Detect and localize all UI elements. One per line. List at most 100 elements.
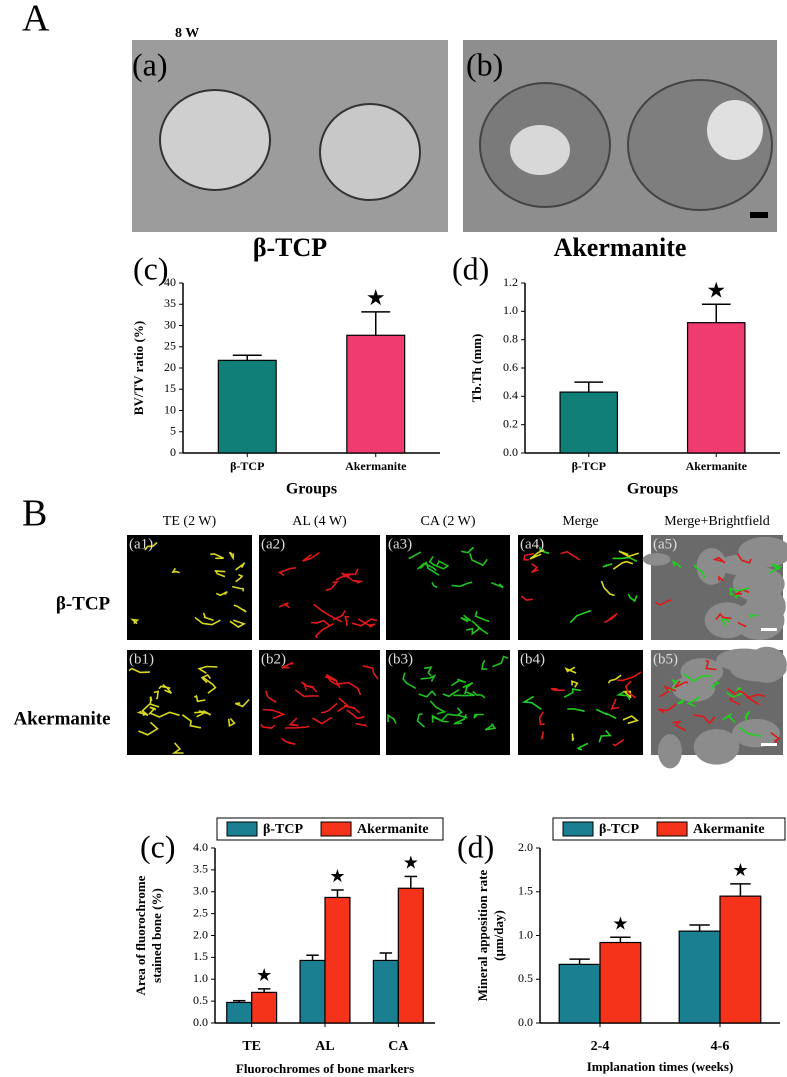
tissue: [680, 658, 724, 686]
y-axis-label: Tb.Th (mm): [469, 334, 484, 403]
fluorescence-trace: [148, 706, 157, 715]
x-axis-label: Fluorochromes of bone markers: [236, 1061, 414, 1076]
fluorescence-trace: [484, 723, 497, 731]
fluorescence-trace: [351, 618, 378, 627]
fluorescence-trace: [202, 612, 214, 621]
fluorescence-trace: [362, 665, 379, 680]
image-label: (a5): [653, 536, 677, 552]
fluorescence-trace: [324, 676, 341, 689]
fluorescence-trace: [729, 587, 749, 596]
fluorescence-trace: [197, 665, 218, 674]
fluorescence-trace: [357, 618, 376, 628]
fluorescence-trace: [233, 604, 247, 613]
significance-marker: ★: [366, 285, 386, 310]
scale-bar: [761, 628, 777, 631]
x-tick-label: 4-6: [711, 1039, 730, 1054]
fluorescence-trace: [571, 680, 579, 688]
fluorescence-trace: [193, 694, 206, 703]
legend-swatch: [656, 821, 688, 837]
y-tick-label: 3.5: [193, 862, 208, 876]
fluorescence-trace: [746, 693, 765, 706]
fluorescence-trace: [671, 560, 682, 568]
y-tick-label: 0.0: [193, 1015, 208, 1029]
fluorescence-trace: [450, 678, 467, 687]
image-label: (b4): [520, 651, 545, 667]
fluorescence-trace: [194, 710, 210, 715]
fluorescence-trace: [264, 690, 277, 703]
fluorescence-trace: [141, 702, 160, 717]
scale-bar: [761, 743, 777, 746]
fluorescence-trace: [567, 708, 585, 712]
fluorescence-trace: [352, 579, 364, 584]
fluorescence-trace: [718, 575, 724, 582]
fluorescence-trace: [462, 681, 474, 695]
fluorescence-trace: [436, 560, 450, 569]
fluorescence-trace: [294, 689, 319, 698]
fluorescence-trace: [768, 563, 783, 574]
fluorescence-trace: [314, 623, 334, 639]
fluorescence-trace: [720, 618, 731, 627]
fluorescence-trace: [472, 690, 486, 699]
fluorescence-trace: [320, 702, 338, 714]
fluorescence-trace: [284, 725, 310, 729]
fluorescence-trace: [128, 667, 150, 674]
scale-bar: [750, 212, 768, 218]
y-tick-label: 1.0: [193, 971, 208, 985]
y-tick-label: 1.5: [518, 884, 533, 898]
column-header: Merge: [562, 514, 598, 529]
fluorescence-trace: [428, 555, 445, 570]
fluorescence-trace: [607, 674, 622, 684]
image-caption: Akermanite: [554, 233, 687, 262]
fluorescence-trace: [744, 710, 751, 721]
y-tick-label: 2.0: [518, 840, 533, 854]
fluorescence-trace: [722, 712, 736, 724]
fluorescence-trace: [460, 614, 472, 623]
significance-marker: ★: [706, 277, 726, 302]
fluorescence-trace: [595, 708, 617, 720]
bar: [346, 334, 406, 454]
y-tick-label: 20: [164, 360, 176, 374]
fluorescence-trace: [520, 595, 533, 602]
y-tick-label: 0.8: [503, 331, 518, 345]
implant: [159, 89, 271, 191]
panel-letter: B: [22, 493, 47, 535]
fluorescence-trace: [563, 688, 582, 698]
implant: [510, 125, 570, 175]
fluorescence-trace: [612, 738, 625, 747]
fluorescence-trace: [539, 546, 550, 555]
fluorescence-trace: [602, 562, 613, 568]
fluorescence-image: [386, 535, 510, 640]
significance-marker: ★: [612, 913, 628, 933]
bar: [217, 359, 277, 454]
y-tick-label: 0.6: [503, 360, 518, 374]
fluorescence-image: [127, 650, 252, 755]
fluorescence-trace: [420, 674, 437, 682]
y-tick-label: 0.0: [503, 445, 518, 459]
y-tick-label: 0.5: [193, 993, 208, 1007]
y-axis-label: Mineral apposition rate: [475, 870, 490, 1002]
bar: [324, 896, 351, 1024]
bar: [559, 391, 619, 454]
significance-marker: ★: [329, 866, 345, 886]
panel-label: (c): [133, 250, 169, 286]
fluorescence-trace: [355, 722, 368, 727]
fluorescence-trace: [171, 567, 180, 574]
image-label: (a4): [520, 536, 544, 552]
fluorescence-trace: [325, 674, 340, 687]
fluorescence-trace: [658, 703, 677, 714]
fluorescence-trace: [523, 552, 534, 561]
fluorescence-trace: [235, 573, 244, 583]
tissue: [642, 553, 671, 566]
y-tick-label: 1.0: [503, 303, 518, 317]
fluorescence-trace: [550, 687, 565, 692]
fluorescence-trace: [598, 729, 612, 743]
fluorescence-trace: [202, 676, 217, 694]
fluorescence-trace: [402, 672, 417, 690]
fluorescence-trace: [423, 666, 433, 677]
legend-label: β-TCP: [599, 822, 639, 837]
row-label: β-TCP: [56, 593, 111, 614]
legend-label: β-TCP: [263, 822, 303, 837]
y-tick-label: 1.5: [193, 949, 208, 963]
y-tick-label: 35: [164, 296, 176, 310]
bar: [299, 959, 326, 1024]
